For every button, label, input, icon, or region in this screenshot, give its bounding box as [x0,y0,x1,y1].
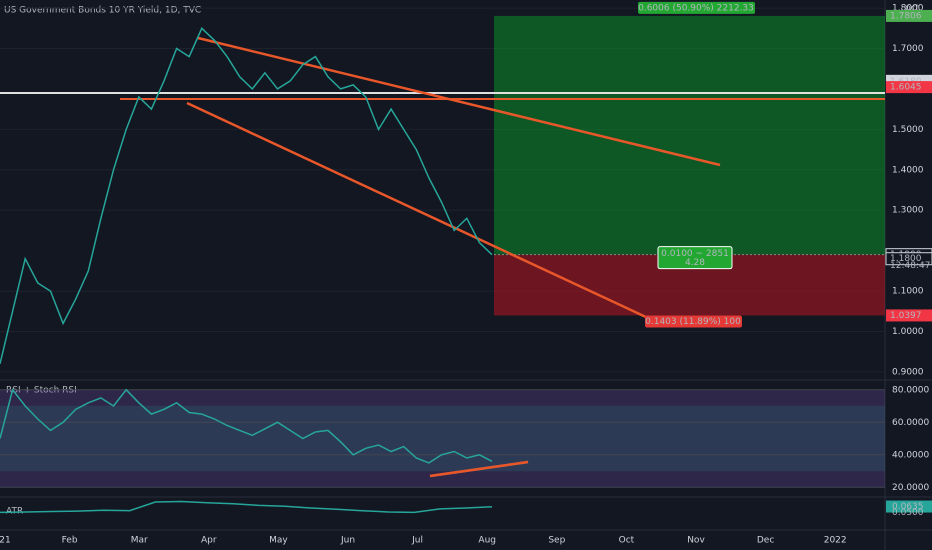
atr-label: 0.0500 [892,508,924,518]
x-tick-label: Dec [757,536,774,546]
y-tick-label: 1.5000 [892,125,924,135]
x-tick-label: Aug [478,536,496,546]
target-label: 0.6006 (50.90%) 2212.33 [638,3,754,13]
x-tick-label: Mar [131,536,148,546]
trend-line [197,36,721,167]
rsi-tick-label: 20.0000 [892,483,929,493]
y-tick-label: 1.3000 [892,206,924,216]
entry-label: 0.0100 ~ 2851 [661,249,729,259]
y-tick-label: 0.9000 [892,367,924,377]
rsi-tick-label: 60.0000 [892,418,929,428]
profit-zone [494,15,885,255]
entry-label-bg [657,246,733,270]
price-label-bg [886,81,932,94]
atr-label-bg [886,500,932,513]
chart-title: US Government Bonds 10 YR Yield, 1D, TVC [4,6,201,16]
rsi-title: RSI + Stoch RSI [6,386,77,396]
rsi-band [0,389,885,488]
countdown: 12:48:47 [890,261,930,271]
y-tick-label: 1.4000 [892,165,924,175]
x-tick-label: Feb [62,536,78,546]
y-tick-label: 1.8000 [892,4,924,14]
x-tick-label: Oct [619,536,635,546]
stop-label-bg [645,315,742,328]
target-label-bg [638,1,755,14]
rsi-line [0,388,493,464]
price-label: 1.0397 [890,311,922,321]
atr-label: 0.0635 [892,502,924,512]
x-tick-label: 21 [0,536,11,546]
x-tick-label: Nov [687,536,705,546]
rsi-tick-label: 80.0000 [892,385,929,395]
price-label-bg [885,252,932,266]
y-tick-label: 1.0000 [892,327,924,337]
unit-label: pct [905,4,920,14]
trend-line [186,101,649,320]
x-tick-label: 2022 [824,536,847,546]
trend-line [429,460,529,478]
price-line [0,27,493,364]
ratio-label: 4.28 [685,258,705,268]
price-label: 1.6045 [890,83,922,93]
x-tick-label: Jun [340,536,355,546]
rsi-mid-band [0,405,885,472]
atr-line [0,500,493,514]
price-label: 1.1800 [890,254,922,264]
price-label-bg [886,309,932,322]
rsi-tick-label: 40.0000 [892,450,929,460]
y-tick-label: 1.7000 [892,44,924,54]
price-label-bg [886,9,932,22]
stop-label: 0.1403 (11.89%) 100 [645,317,741,327]
y-tick-label: 1.1000 [892,287,924,297]
x-tick-label: May [269,536,288,546]
x-tick-label: Jul [411,536,423,546]
x-tick-label: Sep [548,536,565,546]
x-tick-label: Apr [201,536,217,546]
price-label: 1.7806 [890,11,922,21]
